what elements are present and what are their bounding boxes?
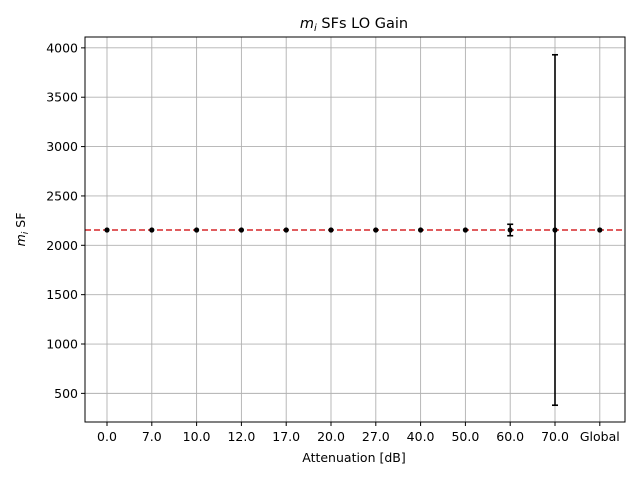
error-bar-layer — [507, 53, 558, 407]
y-tick-layer: 500 1000 1500 2000 2500 3000 3500 4000 — [46, 40, 85, 401]
chart-title: mi SFs LO Gain — [300, 16, 408, 34]
y-axis-label: mi SF — [13, 213, 31, 247]
y-tick-label: 500 — [54, 386, 78, 401]
plot-frame — [84, 36, 626, 423]
x-axis-label: Attenuation [dB] — [302, 450, 406, 465]
data-point — [507, 227, 513, 233]
y-tick-label: 1000 — [46, 337, 78, 352]
x-tick-label: 60.0 — [496, 429, 524, 444]
data-point — [238, 227, 244, 233]
y-tick-label: 1500 — [46, 287, 78, 302]
data-point — [149, 227, 155, 233]
data-point — [597, 227, 603, 233]
data-point — [328, 227, 334, 233]
y-tick-label: 3000 — [46, 139, 78, 154]
data-point — [552, 227, 558, 233]
x-tick-label: Global — [580, 429, 620, 444]
point-layer — [104, 227, 603, 233]
x-tick-label: 0.0 — [97, 429, 117, 444]
x-tick-layer: 0.0 7.0 10.0 12.0 17.0 20.0 27.0 40.0 50.0 60.0 70… — [97, 422, 620, 444]
y-tick-label: 2000 — [46, 238, 78, 253]
data-point — [283, 227, 289, 233]
data-point — [104, 227, 110, 233]
x-tick-label: 10.0 — [183, 429, 211, 444]
x-tick-label: 20.0 — [317, 429, 345, 444]
data-point — [462, 227, 468, 233]
data-point — [194, 227, 200, 233]
x-tick-label: 12.0 — [227, 429, 255, 444]
y-tick-label: 4000 — [46, 40, 78, 55]
data-point — [418, 227, 424, 233]
x-tick-label: 70.0 — [541, 429, 569, 444]
y-tick-label: 3500 — [46, 90, 78, 105]
y-tick-label: 2500 — [46, 188, 78, 203]
x-tick-label: 50.0 — [451, 429, 479, 444]
x-tick-label: 7.0 — [142, 429, 162, 444]
x-tick-label: 40.0 — [407, 429, 435, 444]
x-tick-label: 27.0 — [362, 429, 390, 444]
data-point — [373, 227, 379, 233]
x-tick-label: 17.0 — [272, 429, 300, 444]
